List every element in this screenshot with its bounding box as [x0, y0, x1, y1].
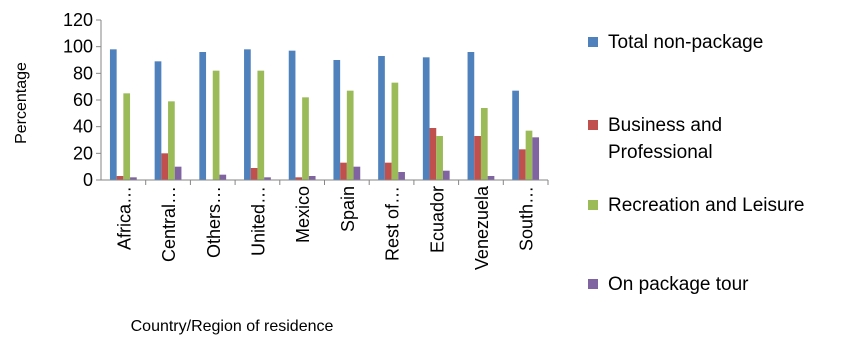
bar-business-and-professional-8	[474, 136, 481, 180]
bar-recreation-and-leisure-9	[525, 130, 533, 180]
legend-swatch	[588, 279, 598, 289]
y-tick-label: 0	[83, 170, 93, 190]
bar-business-and-professional-9	[518, 149, 526, 180]
y-tick-label: 20	[73, 143, 93, 163]
bar-recreation-and-leisure-3	[257, 70, 265, 180]
x-tick-label: Africa…	[114, 186, 134, 250]
x-tick-label: Ecuador	[427, 186, 447, 253]
bar-recreation-and-leisure-6	[391, 82, 399, 180]
bar-on-package-tour-3	[264, 177, 271, 180]
legend-label: Business and Professional	[608, 115, 722, 163]
legend-swatch	[588, 37, 598, 47]
bar-recreation-and-leisure-8	[480, 108, 488, 180]
x-ticks: Africa… Central… Others… United… Mexico Spain…	[114, 180, 549, 270]
bar-total-non-package-1	[154, 61, 162, 180]
bar-recreation-and-leisure-7	[436, 136, 443, 180]
y-ticks: 0 20 40 60 80 100 120	[63, 10, 101, 190]
y-axis-title: Percentage	[13, 62, 30, 144]
legend-swatch	[588, 200, 598, 210]
bar-on-package-tour-6	[398, 172, 405, 180]
legend-label: Recreation and Leisure	[608, 195, 804, 216]
bar-total-non-package-3	[244, 49, 251, 180]
bar-recreation-and-leisure-5	[346, 90, 354, 180]
y-tick-label: 40	[73, 117, 93, 137]
bar-business-and-professional-5	[340, 162, 347, 180]
bar-business-and-professional-6	[384, 162, 392, 180]
bar-on-package-tour-5	[353, 166, 361, 180]
bar-on-package-tour-9	[532, 137, 540, 180]
legend-swatch	[588, 120, 598, 130]
bar-total-non-package-2	[199, 52, 207, 180]
x-axis-title: Country/Region of residence	[131, 318, 334, 335]
y-tick-label: 100	[63, 37, 93, 57]
bar-business-and-professional-0	[116, 176, 124, 180]
y-tick-label: 80	[73, 63, 93, 83]
bar-business-and-professional-7	[429, 128, 437, 180]
bar-recreation-and-leisure-0	[123, 93, 131, 180]
bar-recreation-and-leisure-4	[302, 97, 309, 180]
bar-recreation-and-leisure-1	[168, 101, 175, 180]
x-tick-label: Spain	[338, 186, 358, 232]
legend-label: Total non-package	[608, 32, 763, 53]
y-tick-label: 60	[73, 90, 93, 110]
bar-total-non-package-9	[512, 90, 519, 180]
bar-total-non-package-0	[109, 49, 117, 180]
bar-on-package-tour-4	[308, 176, 316, 180]
bar-total-non-package-8	[467, 52, 475, 180]
bar-total-non-package-5	[333, 60, 341, 180]
bar-total-non-package-4	[288, 50, 296, 180]
bar-on-package-tour-7	[442, 170, 450, 180]
x-tick-label: South…	[517, 186, 537, 251]
bar-on-package-tour-8	[487, 176, 495, 180]
x-tick-label: Rest of…	[383, 186, 403, 261]
x-tick-label: Venezuela	[472, 185, 492, 270]
bar-business-and-professional-4	[295, 177, 303, 180]
y-tick-label: 120	[63, 10, 93, 30]
bar-business-and-professional-1	[161, 153, 169, 180]
bar-on-package-tour-2	[219, 174, 227, 180]
x-tick-label: Central…	[159, 186, 179, 262]
x-tick-label: Others…	[204, 186, 224, 258]
bar-recreation-and-leisure-2	[212, 70, 220, 180]
bar-on-package-tour-0	[130, 177, 137, 180]
x-tick-label: Mexico	[293, 186, 313, 243]
bar-business-and-professional-3	[250, 168, 258, 180]
bar-total-non-package-6	[378, 56, 385, 180]
bar-total-non-package-7	[422, 57, 430, 180]
x-tick-label: United…	[249, 186, 269, 256]
legend: Total non-package Business and Professiona…	[588, 32, 804, 295]
legend-label: On package tour	[608, 274, 749, 295]
bar-on-package-tour-1	[174, 166, 182, 180]
bars-layer	[109, 49, 540, 180]
